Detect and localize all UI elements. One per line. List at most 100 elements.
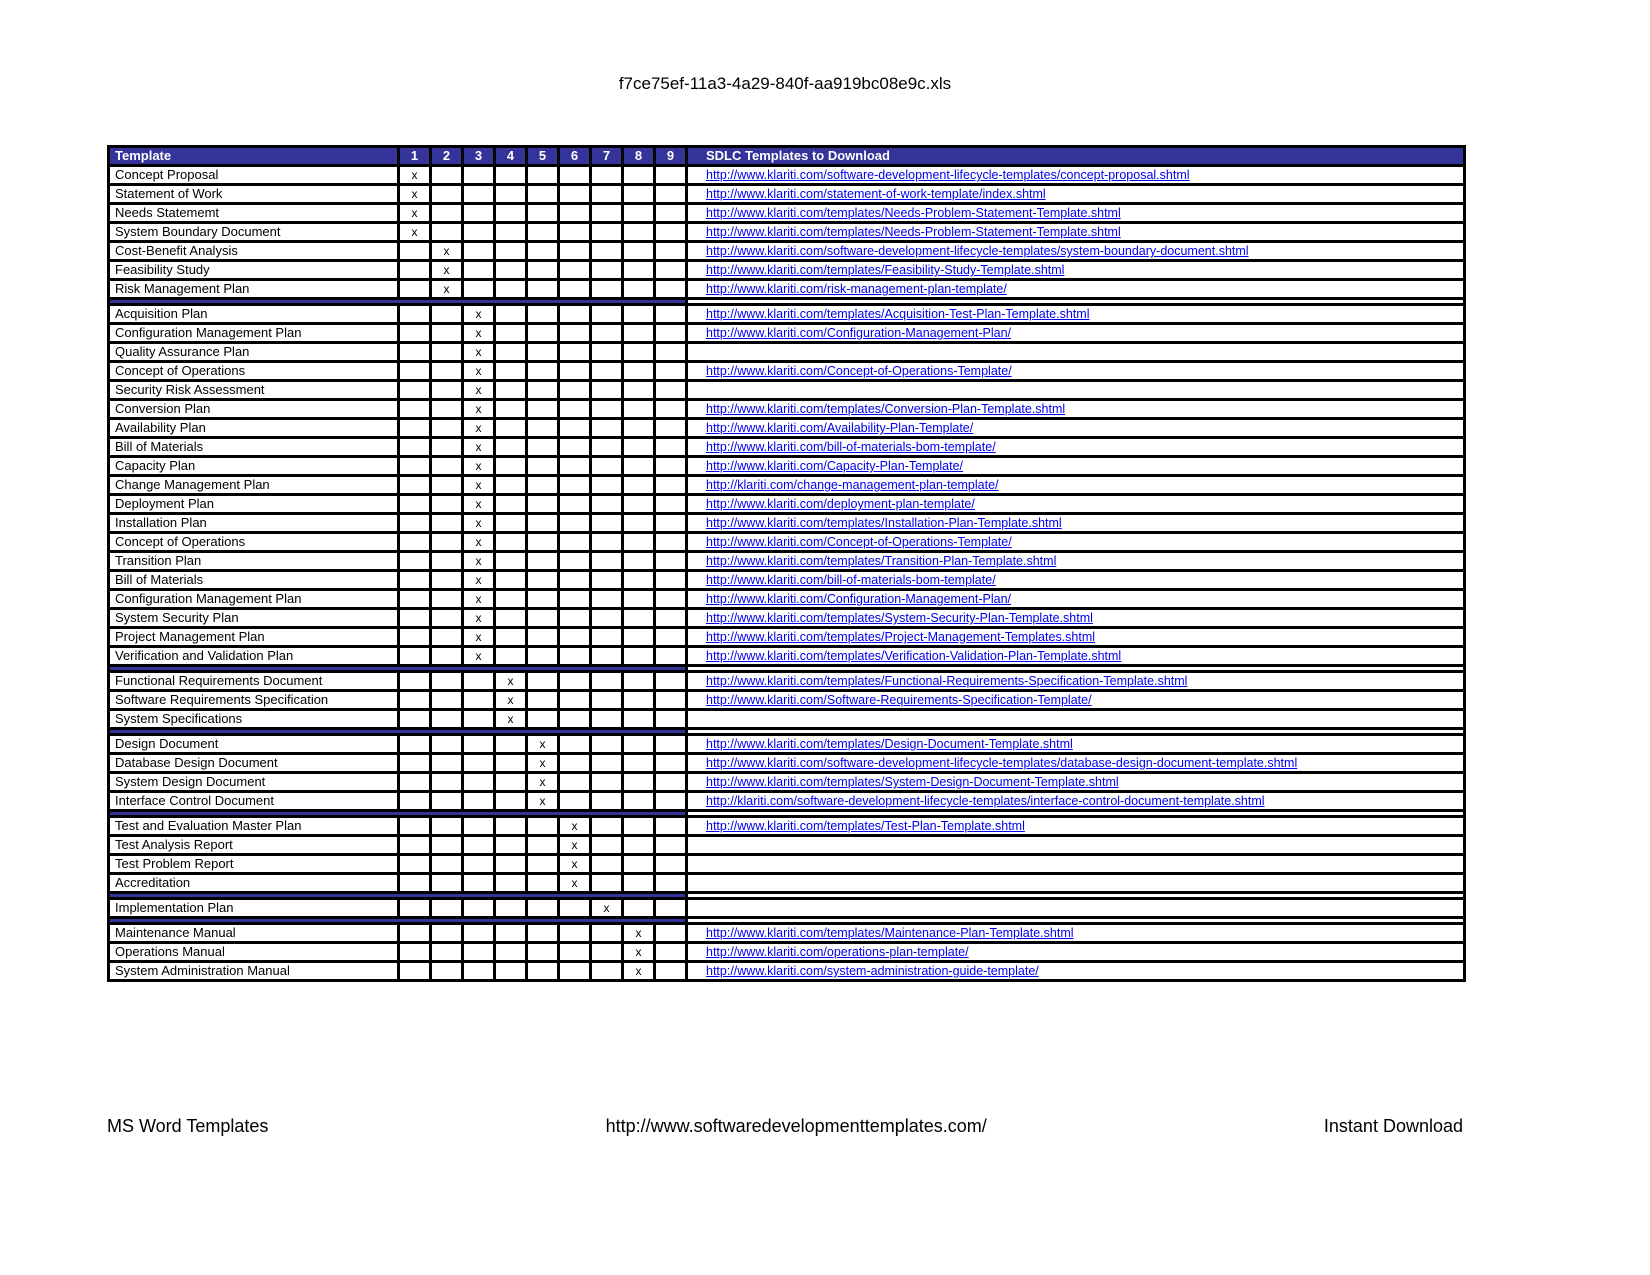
phase-7-cell — [589, 341, 624, 363]
phase-4-cell — [493, 853, 528, 875]
phase-4-cell — [493, 771, 528, 793]
phase-1-cell: x — [397, 164, 432, 186]
phase-3-cell — [461, 872, 496, 894]
phase-7-cell — [589, 670, 624, 692]
download-link[interactable]: http://www.klariti.com/templates/Design-… — [706, 737, 1073, 751]
phase-2-cell — [429, 512, 464, 534]
header-row: Template 1 2 3 4 5 6 7 8 9 SDLC Templates to Down… — [107, 145, 1466, 167]
phase-2-cell: x — [429, 240, 464, 262]
phase-3-cell — [461, 670, 496, 692]
phase-4-cell — [493, 569, 528, 591]
download-url-cell: http://www.klariti.com/software-developm… — [685, 752, 1466, 774]
template-name-cell: Project Management Plan — [107, 626, 400, 648]
phase-8-cell — [621, 815, 656, 837]
download-link[interactable]: http://www.klariti.com/bill-of-materials… — [706, 573, 996, 587]
phase-5-cell — [525, 493, 560, 515]
phase-5-cell: x — [525, 771, 560, 793]
download-url-cell: http://www.klariti.com/Concept-of-Operat… — [685, 531, 1466, 553]
phase-4-cell — [493, 626, 528, 648]
download-url-cell: http://klariti.com/change-management-pla… — [685, 474, 1466, 496]
template-row: Availability Plan x http://www.klariti.com… — [107, 417, 1466, 439]
download-link[interactable]: http://www.klariti.com/templates/Mainten… — [706, 926, 1074, 940]
download-link[interactable]: http://www.klariti.com/templates/Feasibi… — [706, 263, 1065, 277]
phase-1-cell — [397, 259, 432, 281]
phase-7-cell — [589, 360, 624, 382]
phase-6-cell — [557, 941, 592, 963]
phase-9-cell — [653, 897, 688, 919]
phase-3-cell: x — [461, 322, 496, 344]
phase-8-cell — [621, 670, 656, 692]
download-link[interactable]: http://www.klariti.com/templates/Needs-P… — [706, 206, 1121, 220]
phase-1-cell — [397, 303, 432, 325]
download-link[interactable]: http://www.klariti.com/Configuration-Man… — [706, 592, 1011, 606]
download-link[interactable]: http://www.klariti.com/templates/Convers… — [706, 402, 1066, 416]
phase-5-cell — [525, 202, 560, 224]
phase-8-cell — [621, 607, 656, 629]
download-link[interactable]: http://www.klariti.com/templates/Functio… — [706, 674, 1188, 688]
phase-4-cell — [493, 733, 528, 755]
phase-5-cell — [525, 164, 560, 186]
phase-8-cell — [621, 455, 656, 477]
download-link[interactable]: http://klariti.com/change-management-pla… — [706, 478, 999, 492]
template-row: Implementation Plan x — [107, 897, 1466, 919]
phase-7-cell — [589, 733, 624, 755]
phase-3-cell: x — [461, 493, 496, 515]
download-url-cell — [685, 872, 1466, 894]
download-link[interactable]: http://www.klariti.com/templates/Needs-P… — [706, 225, 1121, 239]
phase-4-cell — [493, 278, 528, 300]
download-link[interactable]: http://www.klariti.com/risk-management-p… — [706, 282, 1007, 296]
phase-1-cell — [397, 790, 432, 812]
download-link[interactable]: http://www.klariti.com/templates/Project… — [706, 630, 1096, 644]
phase-9-cell — [653, 164, 688, 186]
phase-4-cell: x — [493, 670, 528, 692]
download-url-cell: http://www.klariti.com/Software-Requirem… — [685, 689, 1466, 711]
phase-6-cell — [557, 790, 592, 812]
download-link[interactable]: http://www.klariti.com/templates/Test-Pl… — [706, 819, 1025, 833]
download-link[interactable]: http://klariti.com/software-development-… — [706, 794, 1265, 808]
download-link[interactable]: http://www.klariti.com/Capacity-Plan-Tem… — [706, 459, 964, 473]
phase-8-cell — [621, 834, 656, 856]
download-link[interactable]: http://www.klariti.com/statement-of-work… — [706, 187, 1046, 201]
download-link[interactable]: http://www.klariti.com/Concept-of-Operat… — [706, 535, 1012, 549]
phase-1-cell: x — [397, 183, 432, 205]
download-link[interactable]: http://www.klariti.com/templates/Verific… — [706, 649, 1122, 663]
download-link[interactable]: http://www.klariti.com/software-developm… — [706, 168, 1190, 182]
phase-2-cell — [429, 733, 464, 755]
phase-1-cell: x — [397, 221, 432, 243]
download-link[interactable]: http://www.klariti.com/Configuration-Man… — [706, 326, 1011, 340]
download-url-cell — [685, 379, 1466, 401]
phase-3-cell — [461, 790, 496, 812]
download-link[interactable]: http://www.klariti.com/software-developm… — [706, 756, 1298, 770]
download-link[interactable]: http://www.klariti.com/templates/System-… — [706, 775, 1119, 789]
phase-3-cell — [461, 689, 496, 711]
phase-3-cell — [461, 202, 496, 224]
download-link[interactable]: http://www.klariti.com/templates/Acquisi… — [706, 307, 1090, 321]
download-link[interactable]: http://www.klariti.com/templates/Install… — [706, 516, 1062, 530]
download-link[interactable]: http://www.klariti.com/templates/System-… — [706, 611, 1093, 625]
template-row: Functional Requirements Document x http://… — [107, 670, 1466, 692]
download-link[interactable]: http://www.klariti.com/Concept-of-Operat… — [706, 364, 1012, 378]
download-link[interactable]: http://www.klariti.com/Software-Requirem… — [706, 693, 1092, 707]
phase-1-cell — [397, 834, 432, 856]
phase-8-cell — [621, 259, 656, 281]
phase-6-cell — [557, 771, 592, 793]
download-url-cell: http://www.klariti.com/Configuration-Man… — [685, 322, 1466, 344]
phase-2-cell — [429, 569, 464, 591]
download-link[interactable]: http://www.klariti.com/templates/Transit… — [706, 554, 1057, 568]
download-link[interactable]: http://www.klariti.com/deployment-plan-t… — [706, 497, 975, 511]
download-link[interactable]: http://www.klariti.com/bill-of-materials… — [706, 440, 996, 454]
phase-1-cell — [397, 436, 432, 458]
download-link[interactable]: http://www.klariti.com/software-developm… — [706, 244, 1249, 258]
download-link[interactable]: http://www.klariti.com/operations-plan-t… — [706, 945, 969, 959]
phase-4-cell — [493, 493, 528, 515]
template-name-cell: System Specifications — [107, 708, 400, 730]
phase-9-cell — [653, 303, 688, 325]
download-link[interactable]: http://www.klariti.com/Availability-Plan… — [706, 421, 974, 435]
download-url-cell: http://www.klariti.com/templates/Design-… — [685, 733, 1466, 755]
phase-2-cell — [429, 341, 464, 363]
phase-2-cell — [429, 202, 464, 224]
phase-4-cell — [493, 588, 528, 610]
download-link[interactable]: http://www.klariti.com/system-administra… — [706, 964, 1039, 978]
phase-7-cell — [589, 278, 624, 300]
section-separator-bar — [107, 891, 688, 900]
